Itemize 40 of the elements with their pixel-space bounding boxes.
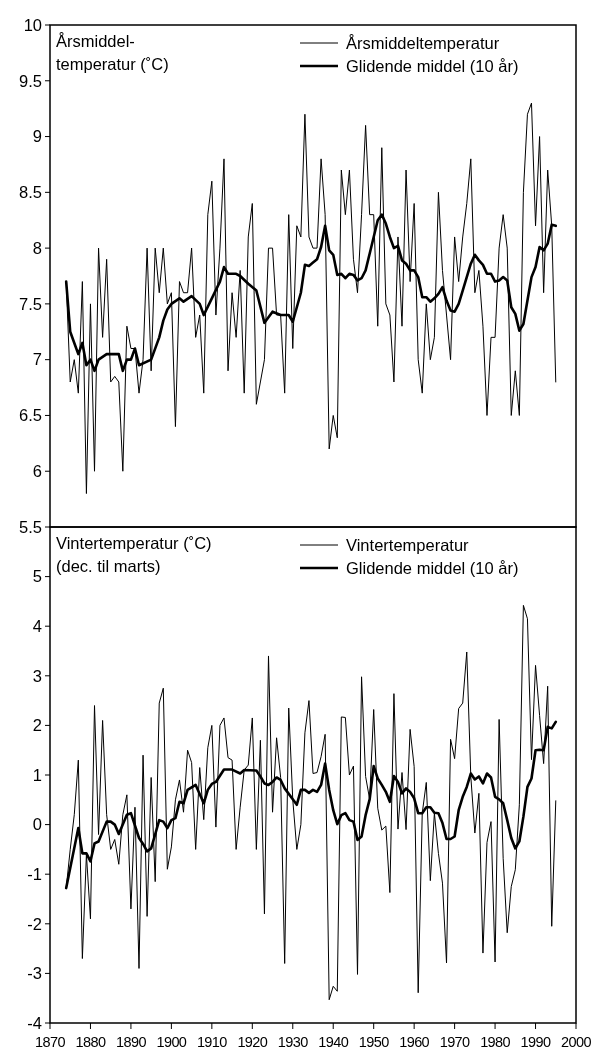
y-tick-label: -1 bbox=[27, 864, 42, 883]
text: Vintertemperatur (˚C) (dec. til marts) bbox=[56, 534, 212, 575]
y-tick-label: -4 bbox=[27, 1013, 42, 1032]
x-tick-label: 1890 bbox=[115, 1034, 147, 1050]
y-tick-label: 2 bbox=[32, 716, 42, 735]
x-tick-label: 1960 bbox=[399, 1034, 430, 1050]
y-tick-label: 7.5 bbox=[19, 294, 42, 313]
y-tick-label: -3 bbox=[27, 964, 42, 983]
x-tick-label: 1920 bbox=[237, 1034, 268, 1050]
x-tick-label: 1940 bbox=[318, 1034, 349, 1050]
y-tick-label: 4 bbox=[32, 616, 42, 635]
y-tick-label: 6.5 bbox=[19, 406, 42, 425]
legend-label: Vintertemperatur bbox=[346, 536, 470, 554]
x-tick-label: 1880 bbox=[75, 1034, 106, 1050]
y-tick-label: -2 bbox=[27, 914, 42, 933]
x-tick-label: 1870 bbox=[35, 1034, 66, 1050]
x-tick-label: 1990 bbox=[520, 1034, 551, 1050]
y-tick-label: 3 bbox=[32, 666, 42, 685]
legend-label: Glidende middel (10 år) bbox=[346, 559, 519, 577]
legend-label: Årsmiddeltemperatur bbox=[346, 34, 500, 52]
x-tick-label: 1950 bbox=[358, 1034, 390, 1050]
x-tick-label: 1930 bbox=[277, 1034, 309, 1050]
y-tick-label: 5.5 bbox=[19, 517, 42, 536]
legend-label: Glidende middel (10 år) bbox=[346, 57, 519, 75]
x-tick-label: 1900 bbox=[156, 1034, 187, 1050]
x-tick-label: 2000 bbox=[561, 1034, 592, 1050]
x-tick-label: 1910 bbox=[196, 1034, 228, 1050]
y-tick-label: 9.5 bbox=[19, 71, 42, 90]
y-tick-label: 1 bbox=[32, 765, 42, 784]
y-tick-label: 10 bbox=[23, 15, 42, 34]
y-tick-label: 8 bbox=[32, 238, 42, 257]
y-tick-label: 5 bbox=[32, 567, 42, 586]
y-tick-label: 6 bbox=[32, 462, 42, 480]
x-tick-label: 1980 bbox=[480, 1034, 511, 1050]
y-tick-label: 0 bbox=[32, 815, 42, 834]
y-tick-label: 7 bbox=[32, 350, 42, 369]
y-tick-label: 8.5 bbox=[19, 183, 42, 202]
text: Årsmiddel- temperatur (˚C) bbox=[56, 32, 169, 73]
x-tick-label: 1970 bbox=[439, 1034, 471, 1050]
y-tick-label: 9 bbox=[32, 127, 42, 146]
